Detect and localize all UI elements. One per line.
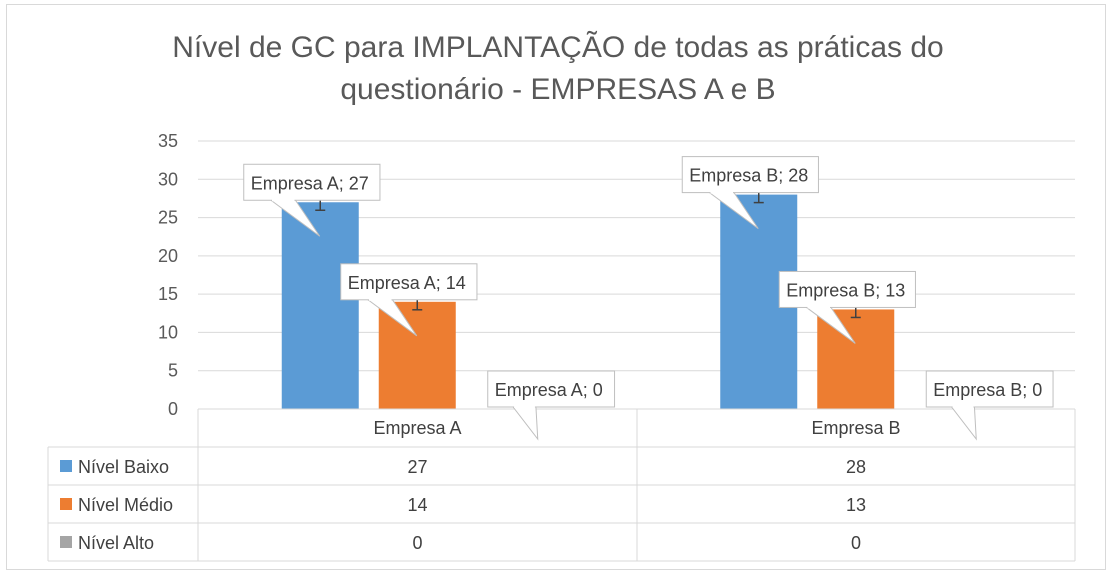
callout-box (778, 270, 916, 308)
table-cell-value: 27 (407, 457, 427, 477)
table-cell-value: 14 (407, 495, 427, 515)
y-tick-label: 20 (158, 246, 178, 266)
bar (378, 301, 456, 409)
data-label: Empresa A; 0 (495, 380, 603, 400)
callout-box (681, 156, 819, 194)
legend-label: Nível Médio (78, 495, 173, 515)
data-label: Empresa B; 13 (786, 280, 905, 300)
table-cell-value: 13 (846, 495, 866, 515)
data-label: Empresa B; 28 (689, 166, 808, 186)
table-cell-value: 28 (846, 457, 866, 477)
x-category-label: Empresa B (811, 418, 900, 438)
callout-box (487, 370, 616, 408)
y-tick-label: 0 (168, 399, 178, 419)
legend-key (60, 498, 72, 510)
callout-box (243, 163, 381, 201)
data-label: Empresa B; 0 (933, 380, 1042, 400)
callout-box (340, 263, 478, 301)
bar (281, 202, 359, 409)
y-tick-label: 10 (158, 322, 178, 342)
y-tick-label: 15 (158, 284, 178, 304)
callout-pointer (512, 406, 539, 441)
legend-key (60, 460, 72, 472)
callout-pointer (950, 406, 977, 441)
bar (817, 309, 895, 409)
legend-key (60, 536, 72, 548)
y-tick-label: 30 (158, 169, 178, 189)
chart-title-line: Nível de GC para IMPLANTAÇÃO de todas as… (172, 30, 943, 64)
table-cell-value: 0 (412, 533, 422, 553)
x-category-label: Empresa A (373, 418, 461, 438)
data-label: Empresa A; 27 (251, 173, 369, 193)
data-label: Empresa A; 14 (348, 273, 466, 293)
legend-label: Nível Alto (78, 533, 154, 553)
chart-area (6, 4, 1106, 570)
y-tick-label: 25 (158, 208, 178, 228)
chart-title-line: questionário - EMPRESAS A e B (340, 73, 775, 106)
y-tick-label: 35 (158, 131, 178, 151)
table-cell-value: 0 (851, 533, 861, 553)
y-tick-label: 5 (168, 361, 178, 381)
callout-box (925, 370, 1054, 408)
legend-label: Nível Baixo (78, 457, 169, 477)
